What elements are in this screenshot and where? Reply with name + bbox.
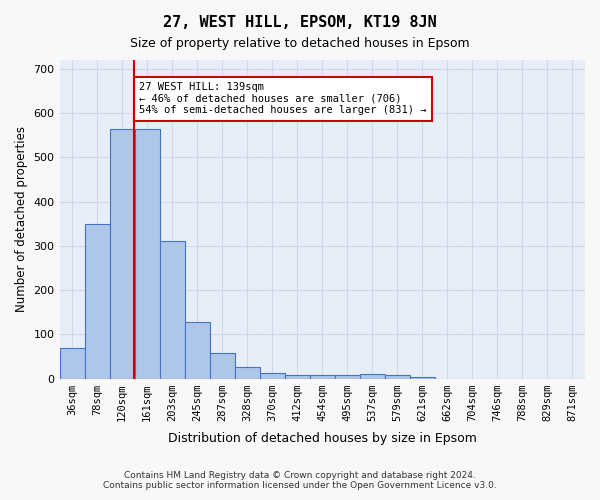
Bar — [360, 374, 385, 378]
Text: Contains HM Land Registry data © Crown copyright and database right 2024.
Contai: Contains HM Land Registry data © Crown c… — [103, 470, 497, 490]
Bar — [185, 322, 209, 378]
Text: Size of property relative to detached houses in Epsom: Size of property relative to detached ho… — [130, 38, 470, 51]
Bar — [59, 348, 85, 378]
Bar — [335, 376, 360, 378]
Bar — [260, 373, 285, 378]
X-axis label: Distribution of detached houses by size in Epsom: Distribution of detached houses by size … — [168, 432, 477, 445]
Bar — [285, 376, 310, 378]
Text: 27 WEST HILL: 139sqm
← 46% of detached houses are smaller (706)
54% of semi-deta: 27 WEST HILL: 139sqm ← 46% of detached h… — [139, 82, 427, 116]
Bar — [110, 128, 134, 378]
Bar — [235, 368, 260, 378]
Bar — [85, 224, 110, 378]
Bar — [160, 242, 185, 378]
Bar — [310, 376, 335, 378]
Bar — [410, 377, 435, 378]
Bar — [385, 376, 410, 378]
Bar — [209, 354, 235, 378]
Bar — [134, 128, 160, 378]
Y-axis label: Number of detached properties: Number of detached properties — [15, 126, 28, 312]
Text: 27, WEST HILL, EPSOM, KT19 8JN: 27, WEST HILL, EPSOM, KT19 8JN — [163, 15, 437, 30]
